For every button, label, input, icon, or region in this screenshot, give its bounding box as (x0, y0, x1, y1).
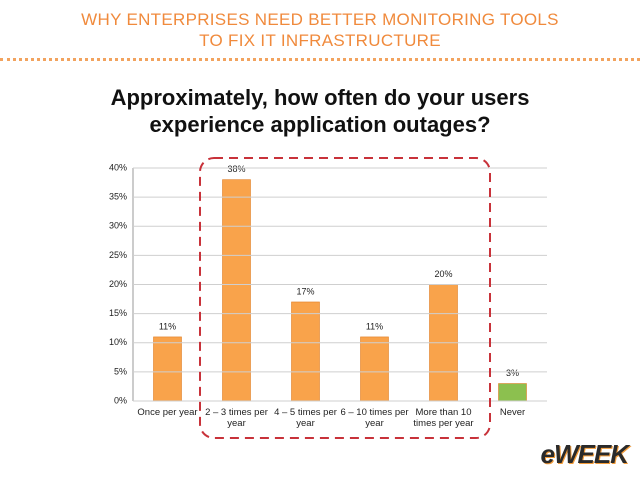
y-tick-label: 15% (109, 308, 127, 318)
x-tick-label: Never (499, 407, 526, 418)
highlight-box (199, 157, 491, 439)
x-tick-label: More than 10 times per year (413, 407, 474, 429)
x-tick-label: Once per year (137, 407, 198, 418)
bar (498, 383, 527, 402)
value-label: 17% (296, 286, 314, 296)
dotted-divider (0, 58, 640, 61)
y-tick-label: 20% (109, 279, 127, 289)
bar (222, 179, 251, 402)
y-tick-label: 5% (114, 366, 127, 376)
value-label: 38% (227, 164, 245, 174)
y-tick-label: 10% (109, 337, 127, 347)
bar (360, 336, 389, 402)
x-tick-label: 6 – 10 times per year (340, 407, 409, 429)
y-tick-label: 40% (109, 162, 127, 172)
value-label: 11% (159, 321, 176, 331)
value-label: 3% (506, 368, 519, 378)
value-label: 11% (366, 321, 383, 331)
x-tick-label: 2 – 3 times per year (205, 407, 268, 429)
value-label: 20% (434, 269, 452, 279)
y-tick-label: 35% (109, 192, 127, 202)
chart-title: Approximately, how often do your users e… (110, 85, 530, 137)
bar (291, 301, 320, 402)
bar (153, 336, 182, 402)
header-title: WHY ENTERPRISES NEED BETTER MONITORING T… (81, 10, 559, 50)
y-tick-label: 25% (109, 250, 127, 260)
y-tick-label: 30% (109, 221, 127, 231)
x-tick-label: 4 – 5 times per year (274, 407, 337, 429)
y-tick-label: 0% (114, 395, 127, 405)
logo: eWEEK (540, 439, 629, 469)
